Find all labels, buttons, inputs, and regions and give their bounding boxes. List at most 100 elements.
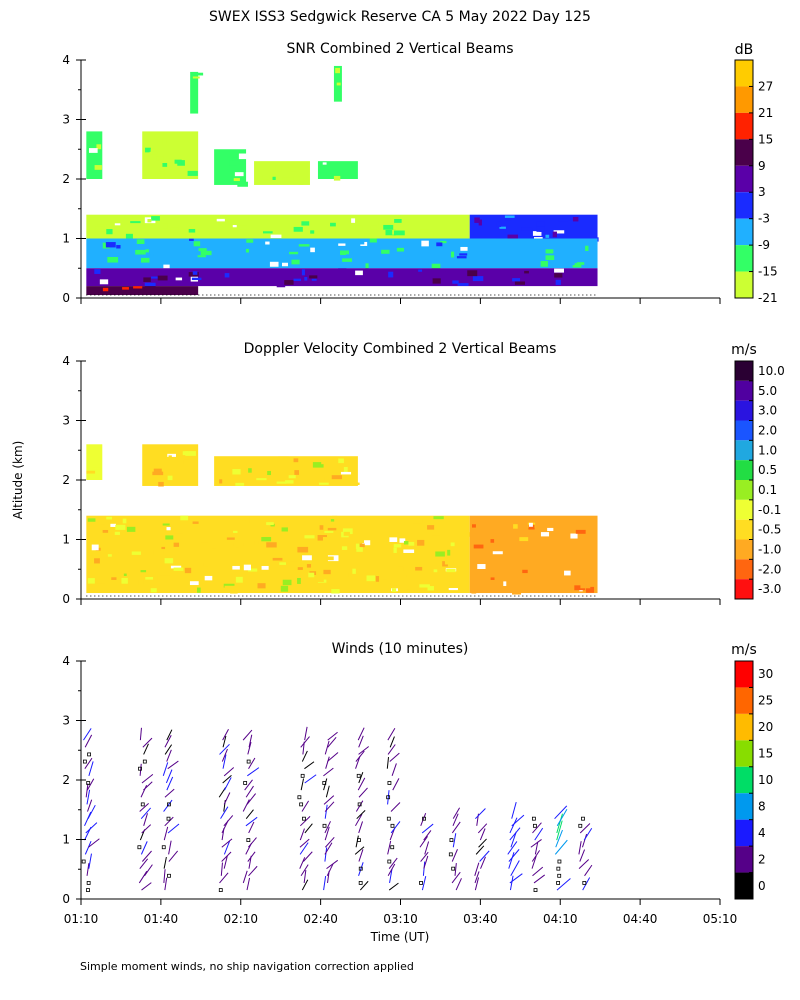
data-speckle [503, 581, 507, 587]
wind-barb [420, 851, 429, 862]
data-speckle [352, 252, 361, 257]
data-speckle [237, 462, 247, 466]
wind-barb [142, 737, 153, 748]
data-speckle [545, 249, 554, 254]
wind-barb [140, 841, 148, 855]
calm-marker [86, 781, 91, 785]
data-speckle [404, 241, 416, 247]
wind-barb [222, 728, 229, 741]
data-region [86, 131, 103, 179]
data-speckle [331, 589, 340, 594]
data-speckle [105, 242, 116, 248]
data-speckle [467, 270, 478, 277]
calm-marker [140, 802, 145, 807]
wind-barb [220, 806, 229, 819]
data-speckle [182, 258, 190, 265]
data-speckle [514, 281, 526, 285]
data-speckle [107, 256, 119, 263]
data-speckle [200, 537, 209, 543]
wind-barb [304, 726, 308, 741]
data-speckle [223, 583, 235, 588]
data-speckle [319, 525, 324, 530]
data-speckle [499, 226, 506, 229]
data-speckle [482, 535, 487, 540]
wind-barb [247, 851, 256, 862]
data-speckle [463, 532, 472, 537]
wind-barb [143, 743, 149, 755]
colorbar-label: 30 [758, 667, 773, 681]
data-speckle [234, 172, 244, 177]
wind-barb [139, 727, 142, 741]
data-speckle [290, 254, 298, 259]
data-speckle [331, 475, 343, 480]
colorbar-segment [735, 713, 753, 741]
colorbar-segment [735, 846, 753, 873]
wind-barb [164, 735, 172, 748]
wind-barb [357, 777, 366, 791]
snr-panel-title: SNR Combined 2 Vertical Beams [286, 41, 513, 57]
data-speckle [318, 172, 327, 178]
data-speckle [554, 273, 563, 278]
data-speckle [106, 229, 113, 235]
data-speckle [532, 231, 542, 236]
data-speckle [450, 542, 455, 547]
data-speckle [144, 282, 156, 288]
wind-barb [480, 856, 486, 869]
colorbar-segment [735, 872, 753, 899]
calm-marker [531, 816, 536, 821]
colorbar-segment [735, 218, 753, 246]
data-speckle [267, 470, 271, 476]
data-speckle [88, 473, 98, 477]
colorbar-label: 15 [758, 132, 773, 146]
wind-barb [387, 744, 396, 755]
wind-barb [475, 808, 486, 820]
wind-barb [83, 728, 92, 741]
wind-barb [555, 829, 563, 848]
data-speckle [575, 529, 586, 534]
wind-barb [248, 757, 256, 769]
data-speckle [435, 551, 445, 557]
colorbar-label: 20 [758, 720, 773, 734]
data-speckle [170, 565, 182, 569]
data-speckle [91, 544, 99, 551]
y-tick-label: 1 [62, 833, 70, 847]
data-speckle [161, 546, 166, 550]
data-speckle [145, 249, 149, 253]
data-speckle [486, 588, 492, 593]
colorbar-segment [735, 245, 753, 272]
data-speckle [238, 275, 245, 281]
wind-barb [479, 828, 486, 841]
data-speckle [444, 559, 449, 565]
wind-barb [242, 870, 248, 884]
data-speckle [408, 541, 415, 546]
colorbar-segment [735, 740, 753, 767]
x-tick-label: 04:40 [623, 912, 658, 926]
data-speckle [354, 516, 359, 520]
data-speckle [280, 585, 289, 592]
calm-marker [390, 823, 395, 828]
wind-barb [301, 879, 309, 891]
data-speckle [260, 533, 270, 537]
data-speckle [276, 281, 286, 288]
data-speckle [492, 551, 503, 555]
wind-barb [424, 841, 430, 855]
data-speckle [572, 216, 579, 222]
wind-barb [451, 849, 458, 862]
wind-barb [300, 864, 309, 877]
data-speckle [263, 231, 273, 234]
wind-barb [143, 781, 153, 791]
data-speckle [292, 248, 304, 254]
wind-barb [223, 792, 231, 805]
x-tick-label: 02:10 [223, 912, 258, 926]
wind-barb [387, 790, 390, 805]
calm-marker [390, 845, 395, 850]
data-speckle [182, 573, 188, 579]
data-speckle [107, 554, 112, 557]
y-tick-label: 1 [62, 232, 70, 246]
wind-barb [247, 837, 257, 848]
wind-barb [138, 870, 148, 884]
data-speckle [153, 250, 160, 256]
calm-marker [533, 888, 538, 892]
data-speckle [206, 549, 214, 554]
